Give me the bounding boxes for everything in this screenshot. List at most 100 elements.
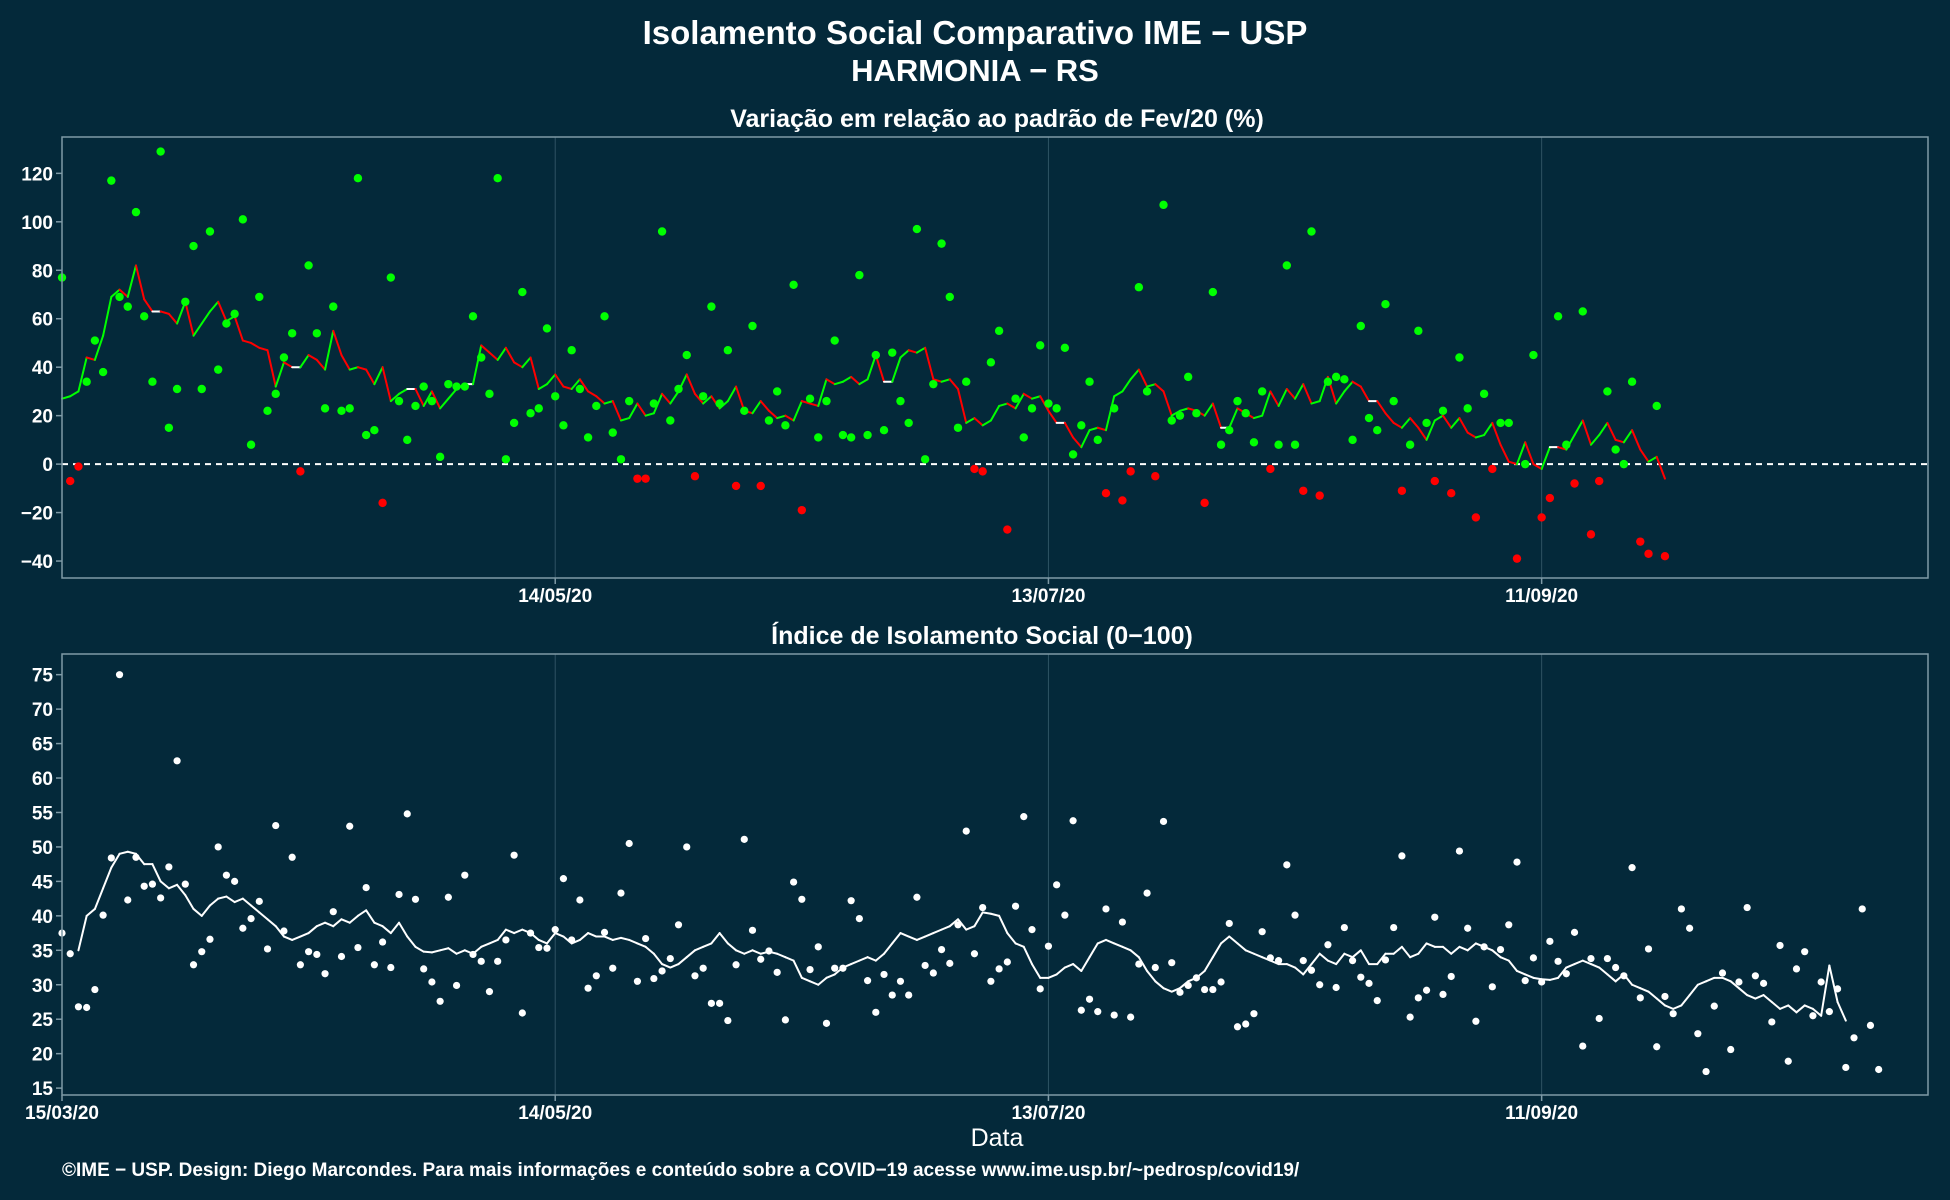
panel2-smooth-segment — [1795, 1004, 1806, 1014]
panel1-data-point — [1036, 341, 1045, 350]
panel1-smooth-segment — [1063, 421, 1075, 439]
panel1-smooth-segment — [767, 409, 779, 420]
panel1-data-point — [707, 302, 716, 311]
panel1-smooth-segment — [496, 346, 507, 361]
panel1-smooth-segment — [669, 390, 680, 405]
panel1-smooth-segment — [159, 310, 170, 315]
panel1-smooth-segment — [545, 373, 557, 386]
panel1-data-point — [501, 455, 511, 464]
panel2-smooth-segment — [126, 850, 137, 855]
panel2-data-point — [124, 896, 132, 904]
panel2-smooth-segment — [1220, 935, 1231, 945]
panel1-data-point — [1274, 440, 1283, 449]
panel1-data-point — [920, 455, 930, 464]
panel2-data-point — [1151, 963, 1159, 972]
panel2-smooth-segment — [422, 950, 433, 954]
panel2-data-point — [1513, 858, 1521, 866]
panel2-smooth-segment — [973, 911, 984, 928]
panel1-data-point — [674, 384, 683, 394]
panel1-data-point — [66, 476, 75, 486]
panel1-smooth-segment — [1252, 414, 1264, 420]
panel2-data-point — [1291, 911, 1299, 919]
panel2-data-point — [1644, 945, 1653, 953]
panel2-data-point — [1587, 954, 1595, 963]
panel2-data-point — [1217, 978, 1225, 986]
panel2-data-point — [905, 991, 913, 999]
panel1-title: Variação em relação ao padrão de Fev/20 … — [730, 105, 1264, 133]
panel2-data-point — [921, 961, 929, 970]
panel1-smooth-segment — [940, 378, 951, 383]
panel2-smooth-segment — [965, 925, 976, 931]
panel2-data-point — [1579, 1042, 1587, 1050]
panel1-xtick-label: 14/05/20 — [518, 586, 592, 607]
panel2-smooth-segment — [1557, 966, 1568, 979]
panel2-data-point — [1316, 981, 1324, 989]
panel2-smooth-segment — [1310, 952, 1321, 966]
panel2-data-point — [420, 965, 428, 973]
panel1-data-point — [1101, 488, 1111, 498]
panel1-smooth-segment — [365, 368, 376, 386]
panel1-data-point — [888, 348, 897, 357]
panel2-data-point — [1538, 978, 1546, 986]
panel2-smooth-segment — [1318, 952, 1329, 962]
panel1-smooth-segment — [1606, 421, 1617, 441]
panel2-data-point — [1266, 954, 1274, 962]
panel2-data-point — [1168, 959, 1176, 967]
panel1-smooth-segment — [504, 346, 516, 364]
panel1-ytick-label: −20 — [21, 504, 53, 525]
panel2-data-point — [1776, 941, 1784, 950]
panel1-smooth-segment — [85, 356, 96, 361]
panel1-data-point — [1159, 200, 1168, 210]
panel1-data-point — [1241, 409, 1250, 418]
panel1-ytick-label: −40 — [21, 552, 53, 573]
panel2-smooth-segment — [661, 963, 672, 969]
panel1-data-point — [90, 336, 100, 345]
panel2-xtick-label: 13/07/20 — [1011, 1103, 1085, 1124]
panel2-smooth-segment — [1244, 949, 1255, 955]
panel2-data-point — [1521, 977, 1529, 985]
panel2-data-point — [1751, 972, 1759, 980]
panel2-data-point — [1324, 941, 1332, 949]
panel1-smooth-segment — [1614, 438, 1625, 444]
panel1-smooth-segment — [570, 378, 581, 390]
panel2-smooth-segment — [702, 942, 713, 948]
panel2-smooth-segment — [266, 918, 277, 928]
panel2-smooth-segment — [677, 956, 688, 966]
panel1-data-point — [1545, 493, 1555, 503]
panel1-data-point — [1109, 404, 1119, 413]
panel2-data-point — [1118, 918, 1127, 926]
panel2-smooth-segment — [1359, 949, 1371, 966]
panel2-data-point — [239, 924, 247, 932]
panel2-smooth-segment — [439, 947, 450, 952]
panel2-data-point — [674, 921, 683, 929]
panel1-smooth-segment — [1589, 434, 1601, 446]
panel1-data-point — [205, 227, 215, 236]
panel2-data-point — [1102, 905, 1110, 913]
panel1-data-point — [1266, 464, 1275, 474]
panel2-smooth-segment — [693, 945, 705, 952]
panel2-smooth-segment — [710, 932, 721, 945]
panel1-data-point — [1192, 409, 1201, 418]
panel1-data-point — [1422, 418, 1431, 428]
panel2-smooth-segment — [1080, 956, 1091, 972]
panel1-data-point — [912, 224, 922, 234]
panel1-data-point — [1562, 440, 1571, 449]
panel2-smooth-segment — [636, 942, 647, 948]
panel2-data-point — [970, 950, 979, 958]
panel1-smooth-segment — [266, 349, 277, 388]
panel1-smooth-segment — [899, 349, 910, 359]
panel2-smooth-segment — [217, 895, 228, 900]
panel2-smooth-segment — [356, 909, 368, 917]
panel1-smooth-segment — [1014, 392, 1025, 410]
panel2-smooth-segment — [850, 959, 861, 966]
panel1-smooth-segment — [702, 395, 713, 405]
panel1-smooth-segment — [776, 414, 787, 420]
panel2-data-point — [625, 839, 633, 848]
panel1-smooth-segment — [611, 400, 622, 422]
panel2-smooth-segment — [1565, 963, 1576, 969]
panel1-data-point — [1644, 549, 1653, 558]
panel1-data-point — [978, 467, 987, 476]
panel2-data-point — [494, 957, 502, 965]
panel1-data-point — [559, 421, 568, 430]
panel1-data-point — [805, 394, 815, 403]
